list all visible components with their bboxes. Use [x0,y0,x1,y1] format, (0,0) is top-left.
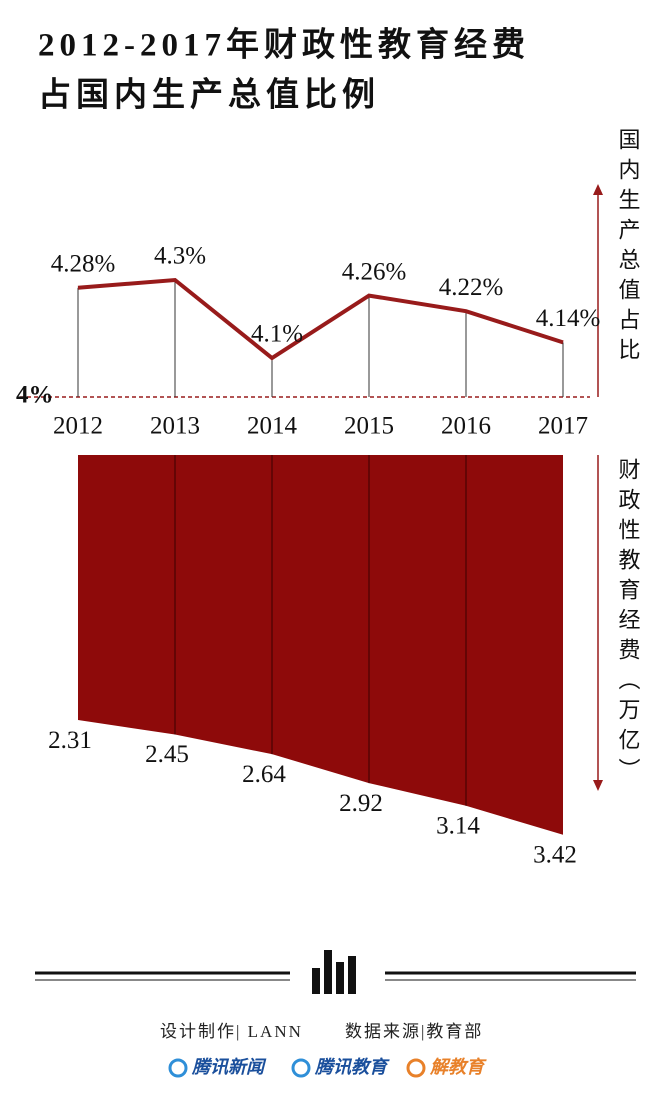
x-tick-label: 2017 [538,413,588,440]
data-label: 2.45 [145,741,189,768]
x-tick-label: 2014 [247,413,298,440]
y-axis-label: 财政性教育经费（万亿） [616,458,641,788]
data-label: 4.1% [251,321,303,348]
title-line: 2012-2017年财政性教育经费 [38,26,530,64]
data-label: 4.26% [342,258,407,285]
title-line: 占国内生产总值比例 [38,77,380,114]
data-label: 2.92 [339,790,383,817]
data-label: 4.28% [51,251,116,278]
logo: 腾讯新闻 [191,1057,267,1078]
y-tick-label: 4% [16,382,54,409]
credit: 设计制作| LANN [160,1022,303,1041]
axis-arrows [593,184,603,791]
data-label: 4.3% [154,243,206,270]
logo: 解教育 [429,1057,487,1078]
data-label: 4.22% [439,274,504,301]
data-label: 3.42 [533,841,577,868]
footer-decoration [35,950,636,994]
line [77,277,564,361]
data-label: 3.14 [436,813,480,840]
data-label: 4.14% [536,305,601,332]
y-axis-label: 国内生产总值占比 [616,128,641,368]
source: 数据来源|教育部 [345,1022,483,1041]
x-tick-label: 2012 [53,413,103,440]
x-tick-label: 2015 [344,413,394,440]
x-tick-label: 2016 [441,413,491,440]
footer-icons [168,1058,426,1078]
data-label: 2.31 [48,727,92,754]
area [78,455,563,835]
data-label: 2.64 [242,761,286,788]
logo: 腾讯教育 [314,1057,390,1078]
x-tick-label: 2013 [150,413,200,440]
